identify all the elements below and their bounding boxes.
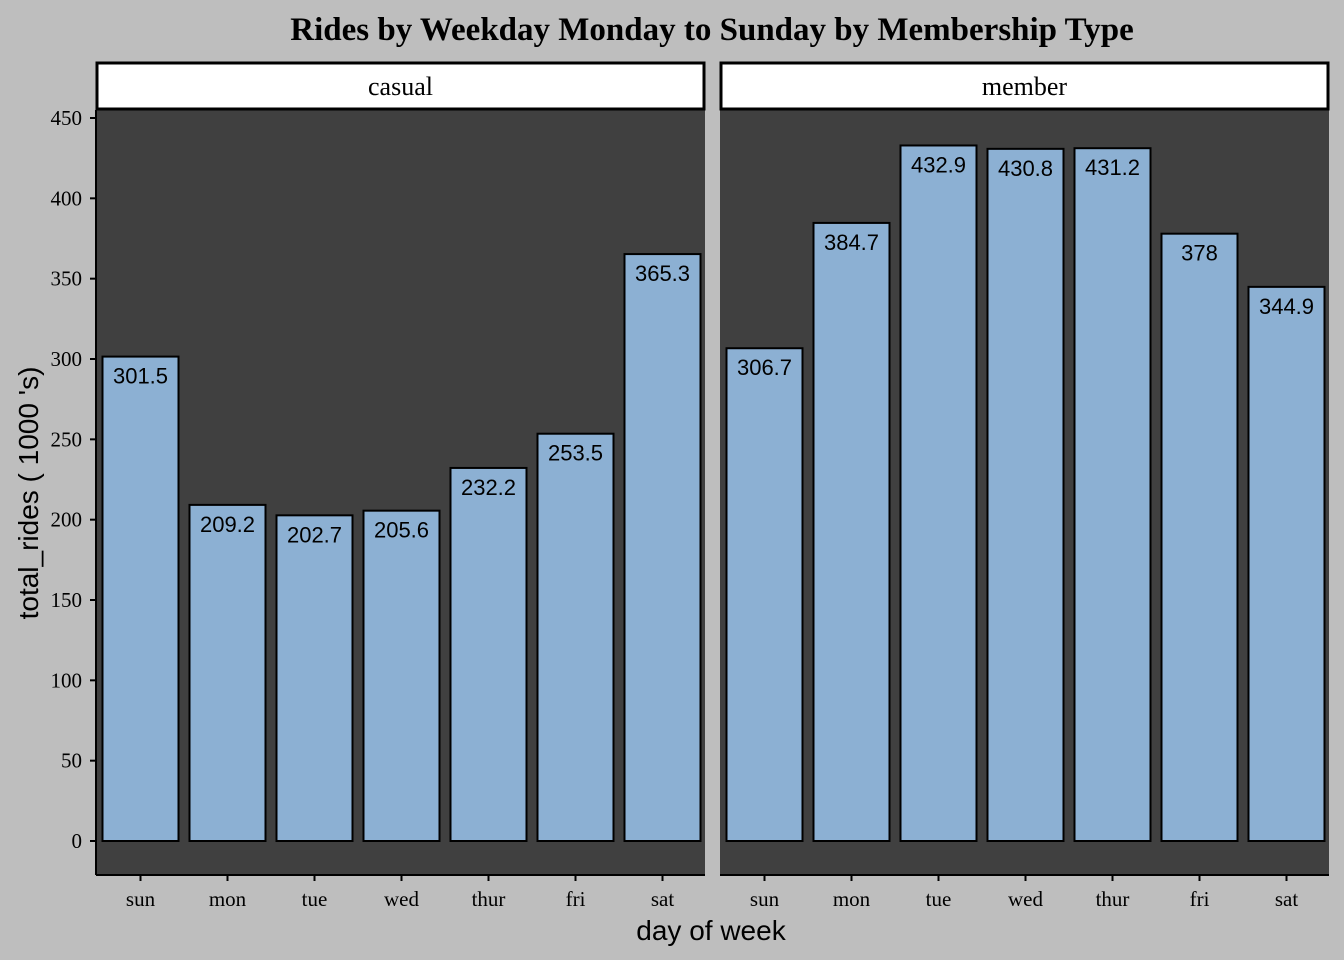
y-tick-label: 100 (51, 668, 83, 692)
x-tick-label: sat (651, 887, 674, 911)
y-axis: 0 50 100 150 200 250 300 350 400 450 (51, 106, 97, 875)
facet-strip (95, 61, 706, 111)
bar-casual-fri (536, 432, 615, 842)
x-tick-label: wed (1008, 887, 1043, 911)
bar-value-label: 301.5 (113, 364, 168, 389)
x-tick-label: sat (1275, 887, 1298, 911)
x-tick-label: tue (926, 887, 952, 911)
bar-value-label: 344.9 (1259, 294, 1314, 319)
bar-casual-thur (449, 466, 528, 842)
x-tick-label: fri (1190, 887, 1210, 911)
y-tick-label: 400 (51, 186, 83, 210)
bar-member-sat (1247, 285, 1326, 842)
bar-value-label: 306.7 (737, 355, 792, 380)
facet-strip-label: member (982, 72, 1068, 101)
bar-value-label: 209.2 (200, 512, 255, 537)
bar-member-thur (1073, 147, 1152, 843)
facet-strip (719, 61, 1330, 111)
y-tick-label: 0 (72, 829, 83, 853)
y-tick-label: 150 (51, 588, 83, 612)
bar-casual-sun (101, 355, 180, 842)
x-tick-label: sun (750, 887, 780, 911)
x-tick-label: tue (302, 887, 328, 911)
x-tick-label: thur (1096, 887, 1130, 911)
facet-panel-casual: casual 301.5 sun 209.2 mon 202.7 tue 205.6 wed 23… (95, 61, 706, 911)
bar-member-wed (986, 147, 1065, 842)
x-tick-label: sun (126, 887, 156, 911)
bar-value-label: 384.7 (824, 230, 879, 255)
bar-member-fri (1160, 232, 1239, 842)
y-tick-label: 350 (51, 267, 83, 291)
bar-casual-wed (362, 509, 441, 842)
x-tick-label: mon (833, 887, 871, 911)
chart-title: Rides by Weekday Monday to Sunday by Mem… (290, 12, 1134, 48)
facet-strip-label: casual (368, 72, 433, 101)
bar-value-label: 430.8 (998, 156, 1053, 181)
bar-value-label: 378 (1181, 241, 1218, 266)
y-tick-label: 250 (51, 427, 83, 451)
bar-value-label: 253.5 (548, 441, 603, 466)
bar-member-tue (899, 144, 978, 842)
x-tick-label: thur (472, 887, 506, 911)
facet-panel-member: member 306.7 sun 384.7 mon 432.9 tue 430.8 wed 43… (719, 61, 1330, 911)
bar-member-mon (812, 221, 891, 842)
y-tick-label: 200 (51, 508, 83, 532)
x-tick-label: wed (384, 887, 419, 911)
facet-panels: casual 301.5 sun 209.2 mon 202.7 tue 205.6 wed 23… (95, 61, 1330, 911)
x-tick-label: fri (566, 887, 586, 911)
x-axis-title: day of week (636, 915, 786, 946)
x-tick-label: mon (209, 887, 247, 911)
bar-value-label: 205.6 (374, 518, 429, 543)
y-tick-label: 50 (61, 749, 82, 773)
bar-casual-sat (623, 253, 702, 843)
bar-value-label: 431.2 (1085, 155, 1140, 180)
y-tick-label: 300 (51, 347, 83, 371)
bar-value-label: 365.3 (635, 261, 690, 286)
bar-casual-mon (188, 503, 267, 842)
bar-casual-tue (275, 514, 354, 842)
y-tick-label: 450 (51, 106, 83, 130)
y-axis-title: total_rides ( 1000 's) (13, 367, 44, 620)
bar-value-label: 202.7 (287, 522, 342, 547)
bar-member-sun (725, 347, 804, 842)
bar-value-label: 432.9 (911, 152, 966, 177)
bar-value-label: 232.2 (461, 475, 516, 500)
